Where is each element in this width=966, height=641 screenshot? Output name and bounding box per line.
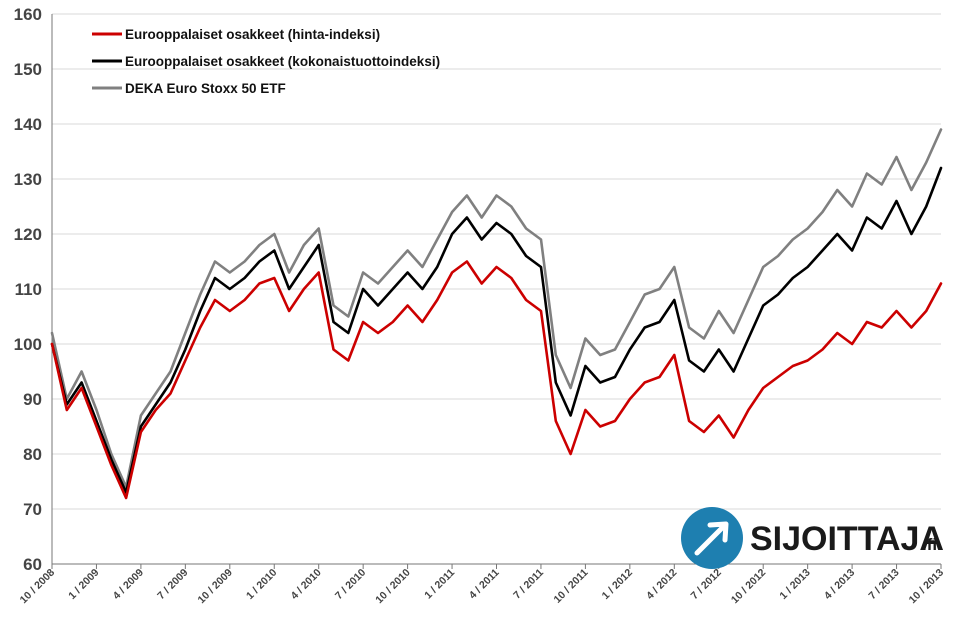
legend-label: DEKA Euro Stoxx 50 ETF bbox=[125, 81, 286, 96]
y-tick-label: 60 bbox=[23, 555, 42, 574]
series-line bbox=[50, 260, 943, 500]
x-tick-label: 7 / 2011 bbox=[511, 567, 546, 602]
y-tick-label: 140 bbox=[14, 115, 42, 134]
y-tick-label: 160 bbox=[14, 5, 42, 24]
brand-name: SIJOITTAJA bbox=[750, 520, 944, 558]
x-tick-label: 10 / 2009 bbox=[195, 567, 235, 607]
sijoittaja-logo: SIJOITTAJA .fi bbox=[681, 507, 944, 569]
legend-label: Eurooppalaiset osakkeet (hinta-indeksi) bbox=[125, 27, 380, 42]
x-tick-label: 10 / 2013 bbox=[907, 567, 947, 607]
legend: Eurooppalaiset osakkeet (hinta-indeksi) E… bbox=[92, 27, 440, 96]
y-tick-label: 130 bbox=[14, 170, 42, 189]
x-tick-label: 7 / 2009 bbox=[155, 567, 190, 602]
gridlines bbox=[52, 13, 941, 510]
legend-label: Eurooppalaiset osakkeet (kokonaistuottoi… bbox=[125, 54, 440, 69]
y-tick-labels: 60 70 80 90 100 110 120 130 140 150 160 bbox=[14, 5, 42, 574]
y-tick-label: 70 bbox=[23, 500, 42, 519]
x-tick-label: 4 / 2012 bbox=[644, 567, 679, 602]
x-tick-label: 10 / 2010 bbox=[373, 567, 413, 607]
x-tick-label: 1 / 2009 bbox=[66, 567, 101, 602]
x-tick-label: 4 / 2010 bbox=[288, 567, 323, 602]
y-tick-label: 100 bbox=[14, 335, 42, 354]
x-tick-label: 4 / 2013 bbox=[822, 567, 857, 602]
x-tick-label: 4 / 2011 bbox=[467, 567, 502, 602]
axes bbox=[51, 14, 942, 569]
y-tick-label: 150 bbox=[14, 60, 42, 79]
x-tick-label: 1 / 2010 bbox=[244, 567, 279, 602]
x-tick-label: 10 / 2011 bbox=[551, 567, 590, 606]
logo-arrow-shape bbox=[694, 521, 729, 556]
x-tick-label: 7 / 2013 bbox=[866, 567, 901, 602]
x-tick-label: 1 / 2011 bbox=[422, 567, 457, 602]
y-tick-label: 110 bbox=[15, 280, 42, 299]
x-tick-labels: 10 / 2008 1 / 2009 4 / 2009 7 / 2009 10 / 20… bbox=[18, 567, 947, 607]
x-tick-label: 1 / 2012 bbox=[600, 567, 635, 602]
series-line bbox=[50, 128, 943, 489]
x-tick-label: 7 / 2012 bbox=[689, 567, 724, 602]
x-tick-label: 7 / 2010 bbox=[333, 567, 368, 602]
x-tick-label: 4 / 2009 bbox=[111, 567, 146, 602]
y-tick-label: 90 bbox=[23, 390, 42, 409]
x-tick-label: 1 / 2013 bbox=[777, 567, 812, 602]
x-tick-label: 10 / 2012 bbox=[729, 567, 769, 607]
series-line bbox=[50, 166, 943, 494]
y-tick-label: 80 bbox=[23, 445, 42, 464]
brand-suffix: .fi bbox=[922, 535, 937, 554]
y-tick-label: 120 bbox=[14, 225, 42, 244]
series-lines bbox=[50, 128, 943, 500]
